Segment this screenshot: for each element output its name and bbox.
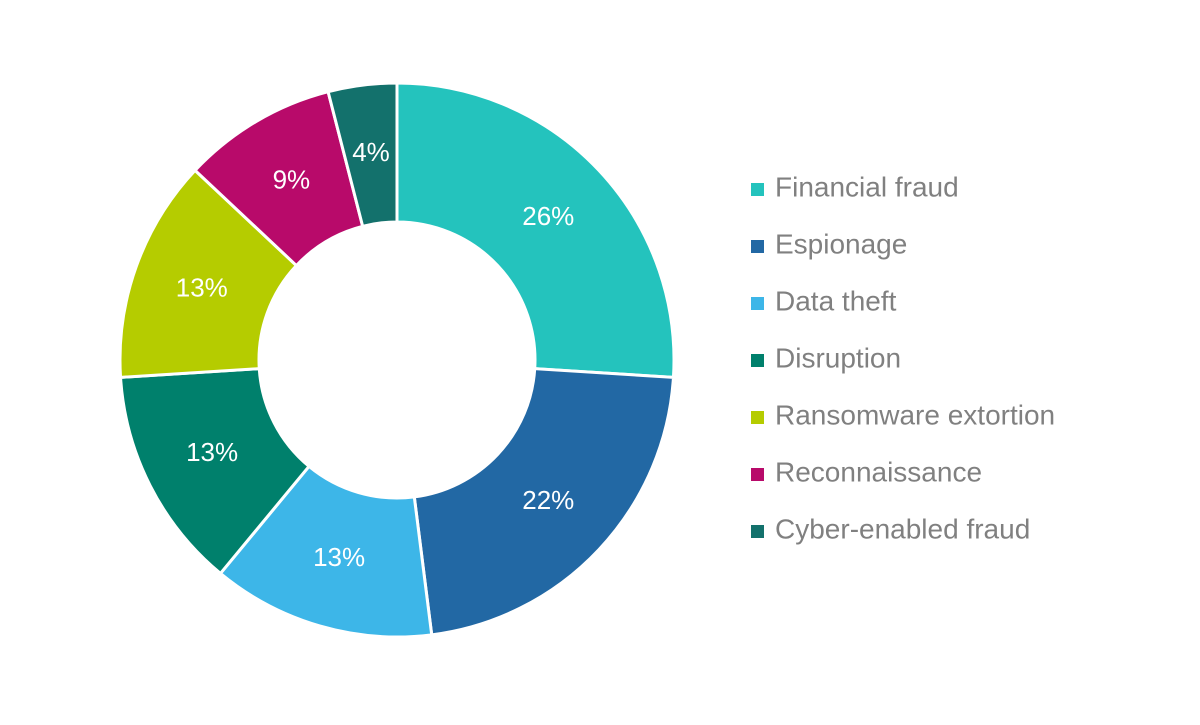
legend-swatch [751,525,764,538]
legend-label: Ransomware extortion [775,399,1055,430]
slice [326,81,399,229]
data-label: 9% [273,164,311,194]
slice [118,168,299,379]
legend-label: Espionage [775,228,907,259]
data-label: 13% [176,273,228,303]
legend-label: Cyber-enabled fraud [775,513,1030,544]
legend-label: Data theft [775,285,897,316]
legend-label: Reconnaissance [775,456,982,487]
slice [118,367,312,576]
legend-swatch [751,240,764,253]
legend-swatch [751,297,764,310]
data-label: 26% [522,201,574,231]
data-label: 22% [522,485,574,515]
legend-swatch [751,354,764,367]
legend-swatch [751,468,764,481]
data-label: 13% [186,437,238,467]
legend-swatch [751,183,764,196]
data-label: 13% [313,542,365,572]
legend-label: Financial fraud [775,171,959,202]
legend-label: Disruption [775,342,901,373]
legend-swatch [751,411,764,424]
slice [395,81,676,379]
data-label: 4% [352,137,390,167]
slice [218,464,434,639]
slice [412,367,676,637]
